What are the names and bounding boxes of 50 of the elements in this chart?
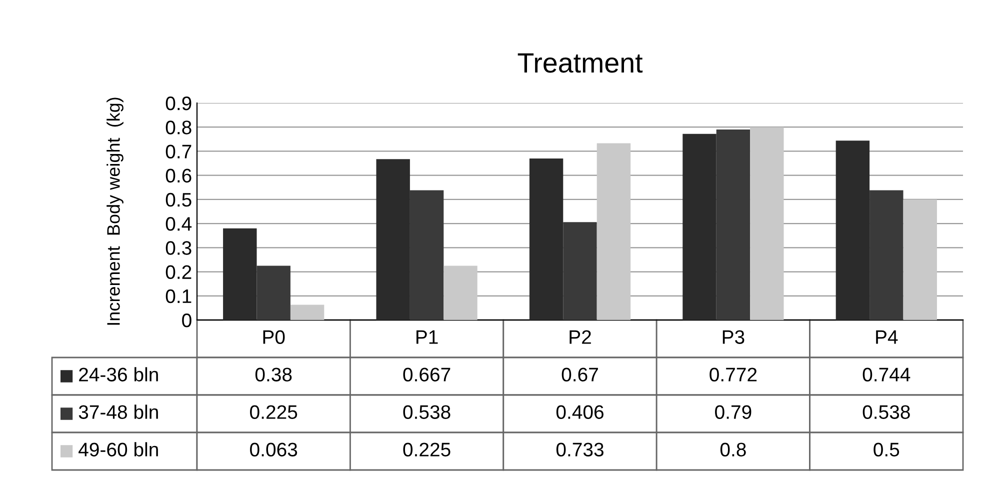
bar	[750, 127, 784, 320]
data-label: 0.8	[720, 442, 746, 456]
y-tick-label: 0.3	[166, 241, 192, 255]
y-tick-label: 0	[182, 313, 192, 328]
data-label: 0.67	[562, 368, 598, 382]
y-tick-label: 0.7	[166, 144, 192, 158]
data-label: 0.733	[556, 442, 604, 456]
data-label: 0.225	[250, 405, 298, 419]
y-axis-title: Increment Body weight (kg)	[106, 98, 124, 325]
data-label: 0.744	[862, 368, 910, 382]
x-tick-label: P4	[876, 330, 898, 344]
x-tick-label: P1	[416, 330, 438, 344]
data-label: 0.79	[715, 405, 752, 419]
data-label: 0.406	[556, 405, 604, 419]
bar	[256, 266, 290, 320]
bar	[529, 158, 564, 320]
bar	[836, 140, 870, 320]
y-tick-label: 0.9	[166, 96, 192, 110]
data-label: 0.538	[403, 405, 450, 419]
y-tick-label: 0.5	[166, 192, 192, 207]
legend-label: 49-60 bln	[78, 442, 158, 456]
legend-label: 24-36 bln	[79, 367, 158, 382]
x-tick-label: P2	[570, 330, 591, 344]
data-label: 0.225	[403, 442, 450, 456]
bar	[596, 143, 631, 320]
y-tick-label: 0.1	[166, 289, 192, 304]
data-label: 0.772	[710, 368, 757, 382]
chart-title: Treatment	[518, 53, 643, 73]
bar	[682, 134, 716, 320]
y-tick-label: 0.4	[166, 217, 192, 231]
y-tick-label: 0.6	[166, 168, 192, 183]
x-tick-label: P0	[263, 330, 285, 344]
bar	[870, 190, 904, 320]
bar	[563, 222, 597, 320]
bar	[223, 228, 257, 320]
data-label: 0.38	[255, 368, 292, 382]
data-label: 0.538	[862, 405, 910, 419]
legend-label: 37-48 bln	[78, 404, 158, 419]
data-label: 0.063	[250, 442, 298, 456]
data-label: 0.667	[403, 368, 450, 382]
bar	[290, 304, 324, 320]
bar	[903, 199, 937, 320]
bar	[410, 190, 444, 320]
bar	[716, 130, 750, 320]
y-tick-label: 0.8	[166, 120, 192, 134]
bar	[376, 159, 410, 320]
y-tick-label: 0.2	[166, 265, 192, 280]
bar	[444, 266, 478, 320]
x-tick-label: P3	[722, 330, 744, 344]
data-label: 0.5	[874, 442, 900, 456]
